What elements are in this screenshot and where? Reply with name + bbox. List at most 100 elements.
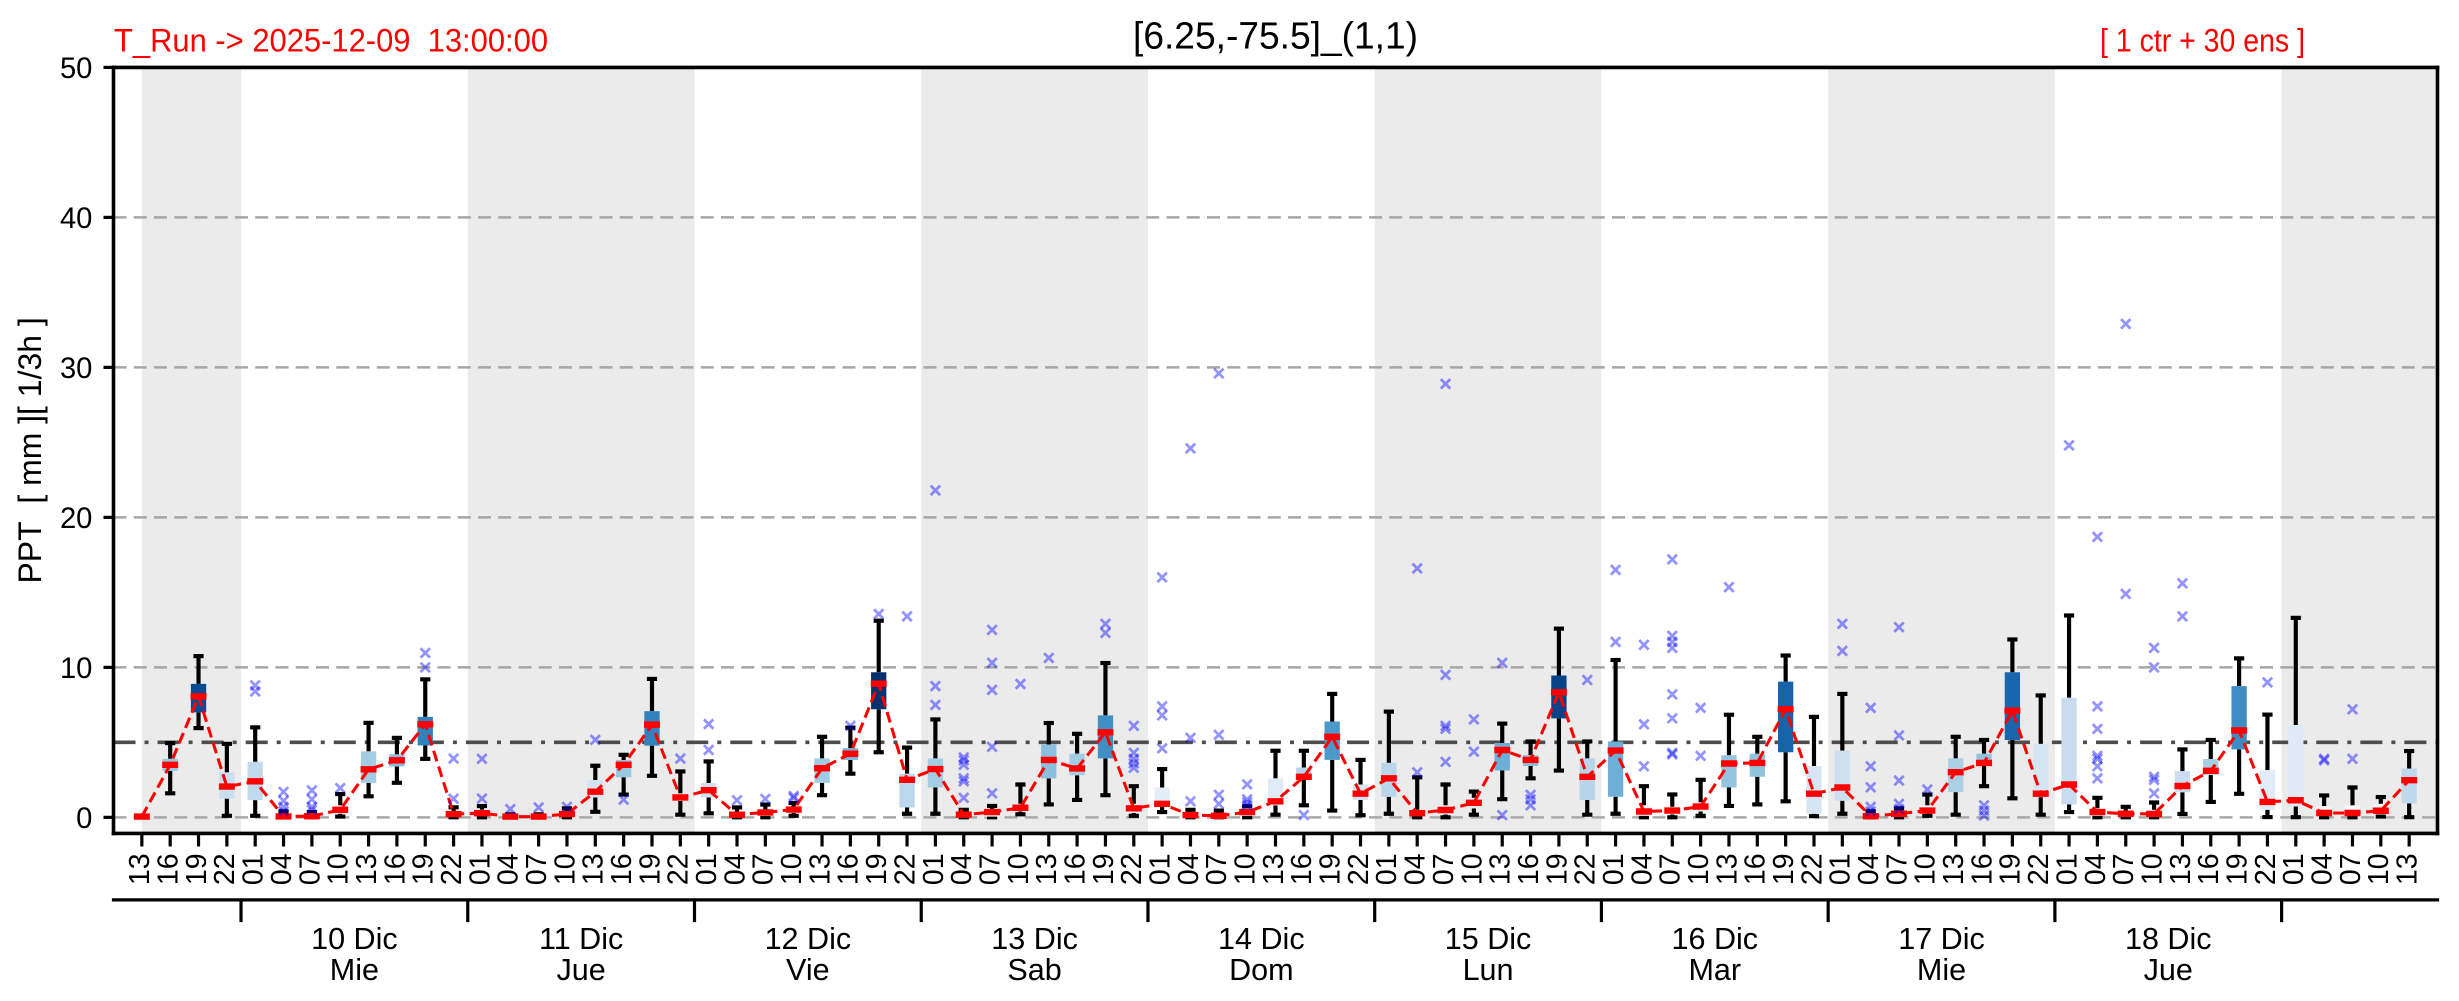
- svg-text:10: 10: [2136, 853, 2168, 885]
- svg-text:01: 01: [1598, 853, 1630, 885]
- svg-text:19: 19: [1315, 853, 1347, 885]
- svg-text:01: 01: [1371, 853, 1403, 885]
- svg-text:Jue: Jue: [2144, 953, 2193, 987]
- svg-text:16: 16: [2193, 853, 2225, 885]
- svg-text:13: 13: [2392, 853, 2424, 885]
- svg-text:14 Dic: 14 Dic: [1218, 922, 1305, 956]
- svg-text:04: 04: [493, 853, 525, 885]
- svg-text:22: 22: [1343, 853, 1375, 885]
- svg-text:13 Dic: 13 Dic: [991, 922, 1078, 956]
- svg-text:04: 04: [1853, 853, 1885, 885]
- svg-text:16: 16: [1059, 853, 1091, 885]
- svg-text:19: 19: [634, 853, 666, 885]
- svg-text:07: 07: [2335, 853, 2367, 885]
- svg-text:22: 22: [2250, 853, 2282, 885]
- svg-text:01: 01: [2278, 853, 2310, 885]
- svg-text:19: 19: [408, 853, 440, 885]
- svg-text:[ 1 ctr + 30 ens ]: [ 1 ctr + 30 ens ]: [2100, 22, 2305, 59]
- svg-text:13: 13: [124, 853, 156, 885]
- svg-text:15 Dic: 15 Dic: [1445, 922, 1532, 956]
- svg-text:22: 22: [889, 853, 921, 885]
- svg-text:22: 22: [1116, 853, 1148, 885]
- svg-text:13: 13: [1711, 853, 1743, 885]
- svg-text:10: 10: [1230, 853, 1262, 885]
- svg-text:01: 01: [1825, 853, 1857, 885]
- svg-text:19: 19: [1995, 853, 2027, 885]
- svg-text:10: 10: [1910, 853, 1942, 885]
- svg-text:19: 19: [1088, 853, 1120, 885]
- svg-text:01: 01: [918, 853, 950, 885]
- svg-text:04: 04: [1626, 853, 1658, 885]
- svg-text:22: 22: [663, 853, 695, 885]
- svg-text:16: 16: [1966, 853, 1998, 885]
- svg-text:18 Dic: 18 Dic: [2125, 922, 2212, 956]
- svg-text:22: 22: [209, 853, 241, 885]
- svg-text:Mie: Mie: [1917, 953, 1966, 987]
- svg-text:Dom: Dom: [1229, 953, 1294, 987]
- svg-text:13: 13: [1031, 853, 1063, 885]
- svg-text:16: 16: [153, 853, 185, 885]
- svg-text:01: 01: [691, 853, 723, 885]
- svg-text:07: 07: [294, 853, 326, 885]
- svg-text:13: 13: [1258, 853, 1290, 885]
- svg-text:[6.25,-75.5]_(1,1): [6.25,-75.5]_(1,1): [1133, 15, 1418, 58]
- svg-text:07: 07: [1428, 853, 1460, 885]
- svg-text:11 Dic: 11 Dic: [539, 922, 623, 956]
- svg-text:10: 10: [1456, 853, 1488, 885]
- svg-text:22: 22: [436, 853, 468, 885]
- svg-text:Mar: Mar: [1688, 953, 1741, 987]
- svg-text:07: 07: [1201, 853, 1233, 885]
- svg-text:Mie: Mie: [330, 953, 379, 987]
- svg-text:Jue: Jue: [557, 953, 606, 987]
- svg-text:16 Dic: 16 Dic: [1671, 922, 1758, 956]
- svg-text:01: 01: [2051, 853, 2083, 885]
- svg-text:13: 13: [2165, 853, 2197, 885]
- svg-text:17 Dic: 17 Dic: [1898, 922, 1985, 956]
- svg-text:20: 20: [60, 503, 92, 535]
- svg-text:04: 04: [2306, 853, 2338, 885]
- svg-text:Sab: Sab: [1007, 953, 1061, 987]
- svg-text:10: 10: [776, 853, 808, 885]
- svg-text:10 Dic: 10 Dic: [311, 922, 398, 956]
- svg-text:01: 01: [464, 853, 496, 885]
- svg-text:10: 10: [1683, 853, 1715, 885]
- svg-text:19: 19: [1541, 853, 1573, 885]
- svg-text:07: 07: [974, 853, 1006, 885]
- svg-text:16: 16: [379, 853, 411, 885]
- svg-text:16: 16: [1740, 853, 1772, 885]
- svg-text:04: 04: [946, 853, 978, 885]
- svg-text:01: 01: [1144, 853, 1176, 885]
- svg-text:30: 30: [60, 353, 92, 385]
- svg-text:13: 13: [1938, 853, 1970, 885]
- svg-text:10: 10: [2363, 853, 2395, 885]
- svg-text:22: 22: [1570, 853, 1602, 885]
- svg-text:PPT [ mm ][ 1/3h ]: PPT [ mm ][ 1/3h ]: [12, 317, 48, 583]
- svg-text:13: 13: [1485, 853, 1517, 885]
- svg-text:16: 16: [1513, 853, 1545, 885]
- svg-text:07: 07: [748, 853, 780, 885]
- svg-text:04: 04: [719, 853, 751, 885]
- svg-text:16: 16: [606, 853, 638, 885]
- svg-text:22: 22: [1796, 853, 1828, 885]
- svg-text:13: 13: [804, 853, 836, 885]
- svg-text:T_Run -> 2025-12-09 13:00:00: T_Run -> 2025-12-09 13:00:00: [114, 22, 548, 59]
- svg-text:19: 19: [181, 853, 213, 885]
- svg-text:10: 10: [60, 653, 92, 685]
- svg-text:12 Dic: 12 Dic: [765, 922, 852, 956]
- svg-text:0: 0: [76, 803, 92, 835]
- svg-text:07: 07: [2108, 853, 2140, 885]
- svg-text:16: 16: [1286, 853, 1318, 885]
- svg-text:07: 07: [1655, 853, 1687, 885]
- svg-text:07: 07: [521, 853, 553, 885]
- svg-text:22: 22: [2023, 853, 2055, 885]
- svg-text:10: 10: [1003, 853, 1035, 885]
- svg-text:19: 19: [1768, 853, 1800, 885]
- svg-text:50: 50: [60, 53, 92, 85]
- svg-text:19: 19: [861, 853, 893, 885]
- svg-text:04: 04: [2080, 853, 2112, 885]
- svg-text:19: 19: [2221, 853, 2253, 885]
- svg-text:10: 10: [323, 853, 355, 885]
- svg-text:13: 13: [351, 853, 383, 885]
- svg-text:04: 04: [1400, 853, 1432, 885]
- svg-text:Lun: Lun: [1463, 953, 1514, 987]
